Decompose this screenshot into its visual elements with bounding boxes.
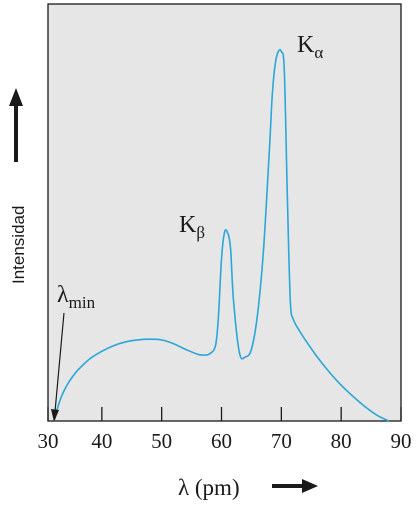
lambda-min-pointer <box>54 312 65 413</box>
x-axis-arrow <box>272 479 318 493</box>
x-tick-label-90: 90 <box>391 429 412 453</box>
plot-area <box>47 3 402 422</box>
x-tick-label-30: 30 <box>38 429 59 453</box>
x-tick-label-60: 60 <box>211 429 232 453</box>
intensity-curve <box>53 48 390 422</box>
y-axis-label: Intensidad <box>9 206 28 284</box>
x-tick-label-80: 80 <box>331 429 352 453</box>
lambda-min-arrowhead <box>50 409 59 422</box>
y-axis-arrow <box>9 88 23 162</box>
x-axis-label: λ (pm) <box>178 475 240 500</box>
x-tick-label-50: 50 <box>151 429 172 453</box>
x-tick-label-40: 40 <box>91 429 112 453</box>
x-tick-label-70: 70 <box>271 429 292 453</box>
